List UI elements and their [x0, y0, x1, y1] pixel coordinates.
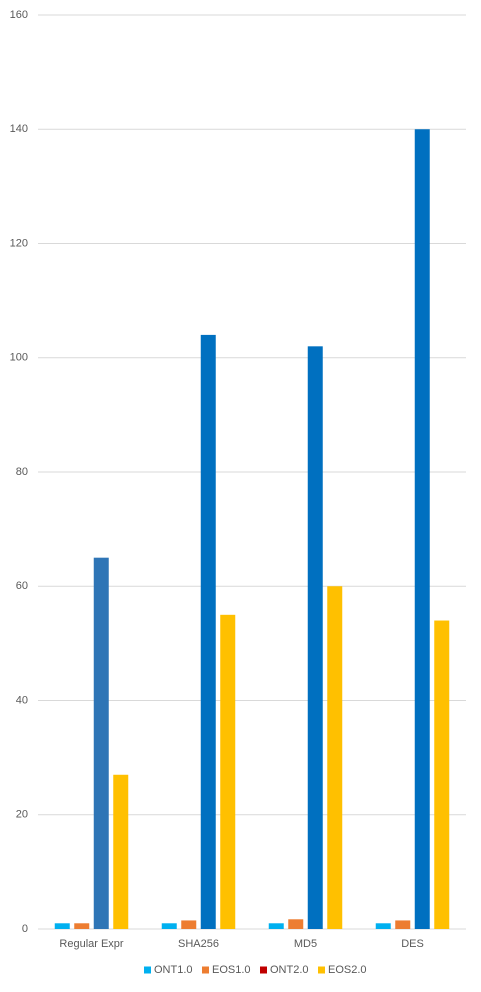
y-tick-label: 80: [16, 466, 28, 478]
bar: [200, 334, 216, 929]
bar: [395, 920, 411, 929]
x-tick-label: SHA256: [178, 938, 219, 950]
legend-swatch: [260, 966, 267, 974]
y-tick-label: 0: [22, 923, 28, 935]
bar: [113, 774, 129, 929]
bar: [161, 923, 177, 929]
bar: [93, 557, 109, 929]
bar: [220, 614, 236, 929]
bar: [74, 923, 90, 929]
legend-label: EOS1.0: [212, 964, 251, 976]
bar: [375, 923, 391, 929]
legend-swatch: [144, 966, 151, 974]
legend-label: ONT2.0: [270, 964, 309, 976]
bar: [434, 620, 450, 929]
y-tick-label: 140: [10, 123, 28, 135]
bar: [181, 920, 197, 929]
legend-swatch: [318, 966, 325, 974]
bar: [414, 129, 430, 929]
y-tick-label: 20: [16, 809, 28, 821]
y-tick-label: 60: [16, 580, 28, 592]
bar: [288, 919, 304, 929]
bar: [54, 923, 70, 929]
y-tick-label: 120: [10, 237, 28, 249]
bar: [327, 586, 343, 929]
x-tick-label: Regular Expr: [59, 938, 124, 950]
y-tick-label: 160: [10, 9, 28, 21]
x-tick-label: DES: [401, 938, 424, 950]
bar: [268, 923, 284, 929]
bar: [307, 346, 323, 929]
y-tick-label: 100: [10, 352, 28, 364]
legend-label: EOS2.0: [328, 964, 367, 976]
x-tick-label: MD5: [294, 938, 317, 950]
legend-swatch: [202, 966, 209, 974]
legend-label: ONT1.0: [154, 964, 193, 976]
y-tick-label: 40: [16, 694, 28, 706]
